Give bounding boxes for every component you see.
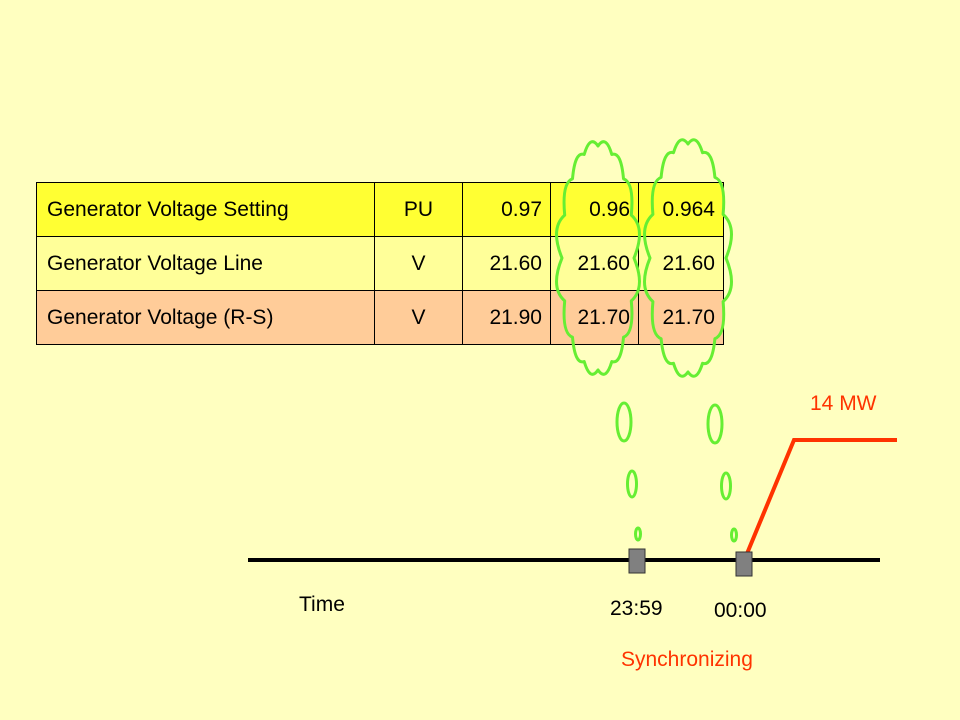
time-marker-2359: [628, 548, 646, 574]
row-value-1: 21.90: [462, 290, 551, 345]
time-axis-label: Time: [299, 593, 345, 616]
highlight-cloud: [555, 140, 641, 376]
row-name: Generator Voltage (R-S): [36, 290, 375, 345]
time-marker-0000: [735, 551, 753, 577]
row-unit: V: [374, 290, 463, 345]
row-value-3: 21.60: [638, 236, 724, 291]
voltage-table: Generator Voltage Setting PU 0.97 0.96 0…: [36, 182, 724, 345]
table-row: Generator Voltage Setting PU 0.97 0.96 0…: [36, 182, 724, 237]
synchronizing-label: Synchronizing: [621, 648, 753, 671]
table-row: Generator Voltage Line V 21.60 21.60 21.…: [36, 236, 724, 291]
marker-label-0000: 00:00: [714, 599, 767, 622]
thought-bubble: [615, 401, 633, 443]
thought-bubble: [720, 471, 732, 501]
row-value-1: 21.60: [462, 236, 551, 291]
thought-bubble: [730, 527, 738, 543]
thought-bubbles: [615, 401, 642, 542]
load-ramp-line: [744, 438, 897, 557]
marker-label-2359: 23:59: [610, 597, 663, 620]
row-value-2: 21.60: [550, 236, 639, 291]
load-label: 14 MW: [810, 392, 877, 415]
row-name: Generator Voltage Line: [36, 236, 375, 291]
table-row: Generator Voltage (R-S) V 21.90 21.70 21…: [36, 290, 724, 345]
thought-bubble: [706, 403, 724, 445]
highlight-cloud: [643, 138, 733, 378]
row-name: Generator Voltage Setting: [36, 182, 375, 237]
thought-bubble: [626, 469, 638, 499]
row-unit: V: [374, 236, 463, 291]
thought-bubbles: [706, 403, 738, 543]
thought-bubble: [634, 526, 642, 542]
